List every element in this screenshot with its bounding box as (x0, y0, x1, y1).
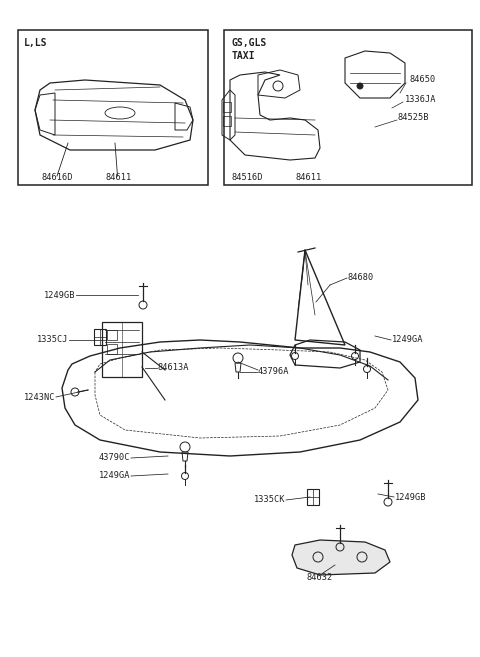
Text: 84611: 84611 (295, 173, 321, 183)
Text: 1249GB: 1249GB (44, 290, 75, 300)
Text: 1243NC: 1243NC (24, 392, 55, 401)
Circle shape (357, 83, 363, 89)
Text: 43790C: 43790C (98, 453, 130, 463)
Bar (102, 322, 142, 377)
Text: 84611: 84611 (105, 173, 131, 183)
Bar (107, 330, 117, 340)
Text: 43796A: 43796A (258, 367, 289, 376)
Text: 84516D: 84516D (232, 173, 264, 183)
Bar (107, 344, 117, 354)
Text: 84613A: 84613A (158, 363, 190, 373)
Text: L,LS: L,LS (24, 38, 48, 48)
Text: 84650: 84650 (410, 76, 436, 85)
Bar (224, 30, 472, 185)
Text: 84525B: 84525B (397, 114, 429, 122)
Text: 84632: 84632 (307, 574, 333, 583)
Bar (94, 329, 106, 345)
Bar (18, 30, 208, 185)
Text: 84616D: 84616D (42, 173, 73, 183)
Text: 1249GB: 1249GB (395, 493, 427, 501)
Text: 1249GA: 1249GA (392, 336, 423, 344)
Bar (223, 102, 231, 112)
Text: 1336JA: 1336JA (405, 95, 436, 104)
Bar (223, 116, 231, 126)
Text: 1335CK: 1335CK (253, 495, 285, 505)
Text: 84680: 84680 (348, 273, 374, 283)
Text: TAXI: TAXI (232, 51, 255, 61)
Polygon shape (292, 540, 390, 575)
Text: 1249GA: 1249GA (98, 472, 130, 480)
Text: GS,GLS: GS,GLS (232, 38, 267, 48)
Bar (307, 489, 319, 505)
Text: 1335CJ: 1335CJ (36, 336, 68, 344)
